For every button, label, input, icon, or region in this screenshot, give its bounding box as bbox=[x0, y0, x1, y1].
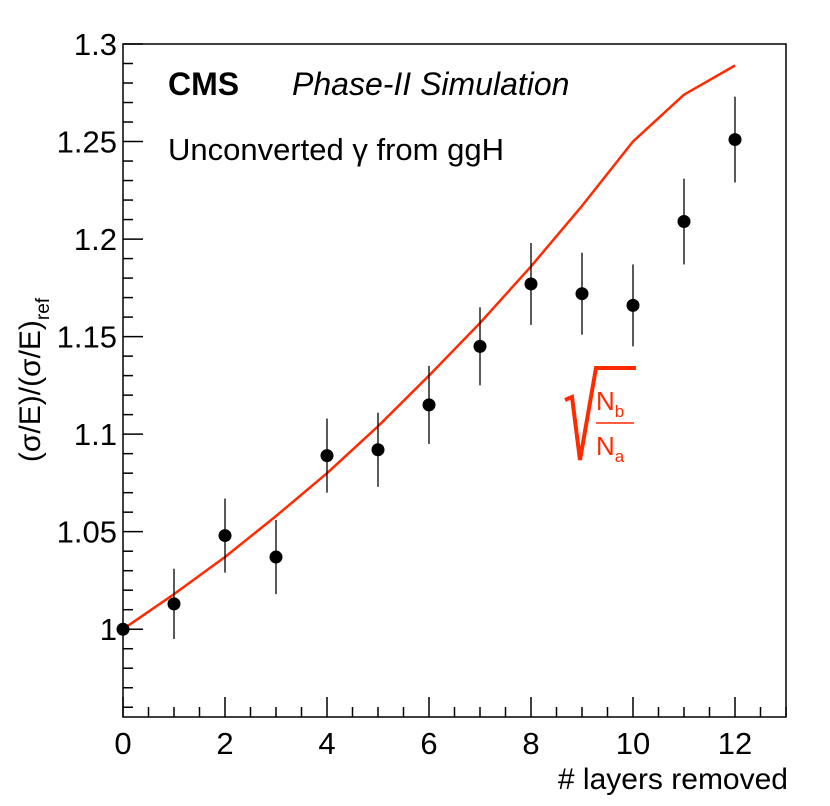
formula-numerator: Nb bbox=[596, 386, 624, 421]
data-point bbox=[473, 339, 487, 353]
radical-sign bbox=[564, 366, 636, 461]
data-point bbox=[269, 550, 283, 564]
y-axis-title-sub: ref bbox=[33, 297, 54, 320]
x-tick-label: 6 bbox=[420, 726, 437, 761]
x-tick-label: 4 bbox=[318, 726, 335, 761]
data-point bbox=[371, 443, 385, 457]
data-point bbox=[218, 529, 232, 543]
x-tick-label: 10 bbox=[616, 726, 650, 761]
y-tick-label: 1.3 bbox=[74, 27, 117, 62]
x-axis-title: # layers removed bbox=[558, 763, 788, 796]
data-point bbox=[320, 449, 334, 463]
data-points-layer bbox=[116, 96, 742, 639]
x-tick-label: 0 bbox=[114, 726, 131, 761]
y-tick-label: 1.15 bbox=[57, 320, 117, 355]
data-point bbox=[575, 287, 589, 301]
svg-text:(σ/E)/(σ/E)ref: (σ/E)/(σ/E)ref bbox=[14, 297, 54, 462]
data-point bbox=[422, 398, 436, 412]
y-tick-label: 1.05 bbox=[57, 515, 117, 550]
status-label: Phase-II Simulation bbox=[292, 66, 569, 102]
y-tick-label: 1.25 bbox=[57, 125, 117, 160]
sample-label: Unconverted γ from ggH bbox=[168, 132, 504, 167]
y-tick-label: 1.1 bbox=[74, 417, 117, 452]
formula-denominator: Na bbox=[596, 431, 625, 466]
data-point bbox=[167, 597, 181, 611]
x-tick-label: 12 bbox=[718, 726, 752, 761]
experiment-label: CMS bbox=[168, 66, 239, 102]
x-tick-label: 2 bbox=[216, 726, 233, 761]
y-axis-title: (σ/E)/(σ/E)ref bbox=[14, 297, 54, 462]
formula-label: Nb Na bbox=[564, 366, 636, 466]
y-tick-label: 1.2 bbox=[74, 222, 117, 257]
axes: 0 2 4 6 8 10 12 1 1.05 1.1 1.15 1.2 1.25 1.3 bbox=[57, 27, 787, 761]
x-tick-label: 8 bbox=[522, 726, 539, 761]
data-point bbox=[116, 622, 130, 636]
data-point bbox=[626, 298, 640, 312]
y-tick-label: 1 bbox=[100, 612, 117, 647]
y-axis-title-main: (σ/E)/(σ/E) bbox=[14, 320, 47, 462]
data-point bbox=[677, 215, 691, 229]
data-point bbox=[524, 277, 538, 291]
data-point bbox=[728, 133, 742, 147]
